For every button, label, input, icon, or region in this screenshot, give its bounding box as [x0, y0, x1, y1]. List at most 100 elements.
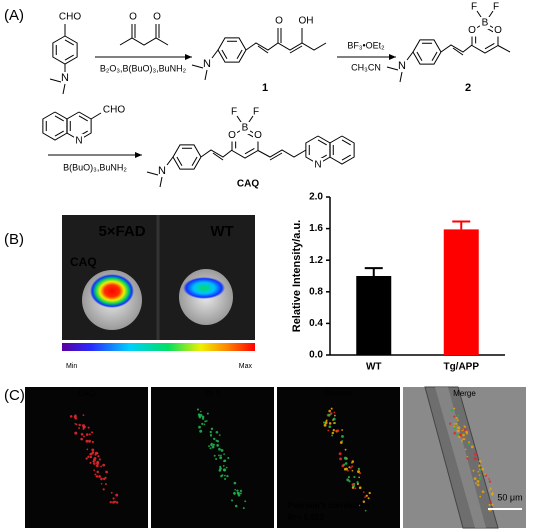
bond [211, 49, 219, 59]
signal-dot [242, 507, 245, 510]
signal-dot [234, 488, 237, 491]
signal-dot [89, 452, 93, 456]
signal-dot [328, 409, 331, 413]
scale-label: Min [66, 363, 77, 370]
signal-dot [220, 448, 224, 452]
signal-dot [211, 445, 215, 449]
signal-dot [484, 473, 487, 476]
signal-dot [226, 475, 229, 478]
signal-dot [223, 453, 225, 456]
signal-dot [489, 500, 492, 503]
signal-dot [358, 476, 360, 479]
signal-dot [223, 459, 227, 463]
signal-dot [347, 469, 349, 472]
bond [386, 66, 399, 71]
signal-dot [478, 474, 481, 477]
signal-dot [100, 477, 103, 481]
y-axis-label: Relative Intensity/a.u. [291, 220, 303, 332]
signal-dot [205, 420, 208, 422]
fluorescence-image [277, 387, 400, 528]
reagents: B₂O₃,B(BuO)₃,BuNH₂ [100, 63, 187, 73]
signal-dot [88, 433, 91, 436]
bond [341, 139, 351, 146]
signal-dot [80, 432, 84, 436]
signal-dot [201, 415, 205, 419]
bond [236, 49, 243, 59]
signal-dot [213, 437, 216, 441]
signal-dot [333, 422, 335, 424]
signal-dot [115, 501, 119, 504]
atom-mask [480, 17, 490, 29]
signal-dot [225, 466, 228, 469]
scale-label: Max [239, 363, 253, 370]
group-label: WT [210, 223, 233, 240]
signal-dot [78, 423, 81, 427]
signal-dot [218, 434, 221, 436]
signal-dot [220, 454, 222, 457]
bond [329, 135, 355, 165]
signal-dot [358, 486, 362, 490]
signal-dot [338, 452, 342, 456]
signal-dot [102, 463, 106, 467]
signal-dot [109, 500, 112, 504]
signal-dot [353, 475, 356, 479]
signal-dot [491, 503, 494, 506]
atom-mask [313, 158, 323, 170]
signal-dot [215, 457, 218, 460]
atom-label: N [75, 136, 82, 147]
signal-dot [199, 429, 203, 433]
signal-dot [365, 494, 368, 497]
bond [54, 130, 64, 137]
signal-dot [87, 426, 90, 429]
signal-dot [91, 451, 95, 454]
atom-label: F [253, 107, 259, 118]
bond [452, 47, 464, 56]
signal-dot [244, 500, 247, 503]
signal-dot [478, 464, 481, 468]
signal-dot [222, 464, 225, 467]
atom-mask [227, 129, 237, 142]
signal-dot [213, 454, 216, 457]
atom-label: N [61, 72, 69, 84]
bond [54, 115, 64, 122]
signal-dot [208, 445, 210, 448]
y-tick-label: 1.6 [309, 223, 323, 234]
imaging-panel: (B) 5×FAD WT CAQ Min Max [4, 215, 255, 370]
signal-dot [359, 472, 362, 475]
bond [269, 152, 283, 161]
bond [317, 139, 327, 146]
signal-dot [474, 458, 477, 461]
signal-dot [488, 489, 491, 491]
error-bar [364, 267, 383, 276]
signal-dot [334, 414, 336, 417]
atom-label: CHO [59, 12, 81, 23]
signal-dot [198, 425, 201, 429]
bond [406, 51, 414, 61]
signal-dot [453, 425, 456, 428]
color-scale [62, 343, 255, 351]
signal-dot [357, 470, 361, 474]
bond [257, 45, 269, 54]
heat-signal [183, 277, 225, 299]
signal-dot [237, 493, 241, 497]
x-tick-label: WT [366, 362, 382, 373]
bond [484, 42, 495, 50]
signal-dot [227, 457, 230, 460]
signal-dot [362, 491, 365, 493]
signal-dot [344, 462, 348, 465]
signal-dot [98, 458, 101, 461]
annotation: Rr= 0.923 [288, 513, 324, 522]
signal-dot [488, 480, 492, 483]
signal-dot [328, 425, 332, 429]
atom-label: F [493, 2, 499, 13]
signal-dot [218, 447, 221, 451]
signal-dot [80, 437, 83, 441]
signal-dot [105, 470, 108, 474]
atom-label: N [314, 160, 321, 171]
atom-label: B [242, 123, 249, 134]
signal-dot [211, 442, 213, 445]
bond [221, 49, 228, 59]
signal-dot [85, 439, 89, 443]
compound-label: CAQ [237, 179, 259, 190]
atom-mask [253, 129, 263, 142]
